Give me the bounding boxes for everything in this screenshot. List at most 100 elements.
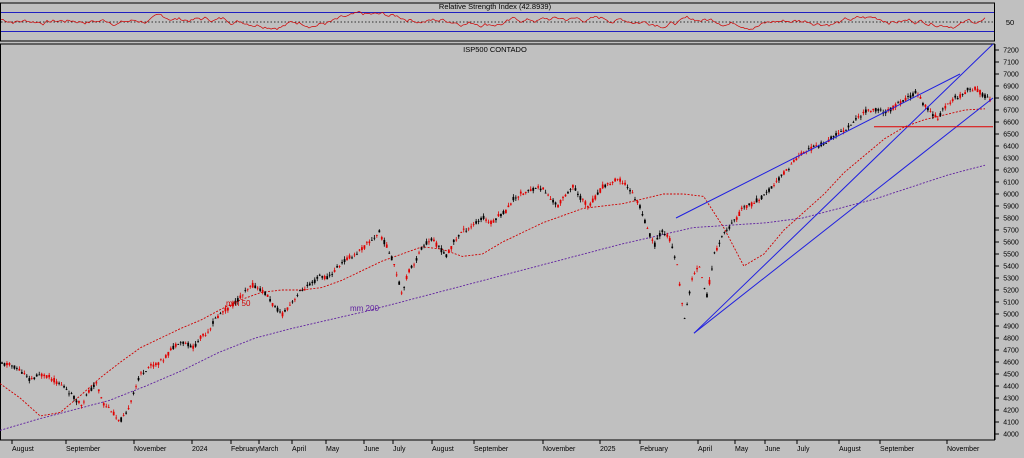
candle-body	[775, 180, 778, 182]
candle-body	[693, 273, 696, 274]
candle-body	[616, 178, 619, 180]
candle-body	[286, 307, 289, 310]
x-tick-label-14: February	[640, 446, 669, 453]
candle-body	[107, 407, 110, 409]
candle-body	[855, 118, 857, 120]
candle-body	[931, 114, 934, 117]
candle-body	[259, 288, 262, 291]
candle-body	[266, 294, 269, 297]
candle-body	[507, 205, 510, 208]
x-tick-label-7: May	[326, 446, 340, 453]
candle-body	[581, 199, 584, 201]
candle-body	[306, 284, 309, 286]
x-tick-label-21: November	[947, 446, 980, 453]
candle-body	[574, 188, 577, 191]
candle-body	[60, 384, 63, 386]
candle-body	[281, 312, 284, 317]
axes: 4000 4100 4200 4300 4400 4500 4600 4700 4800 4900…	[0, 2, 1019, 453]
candle-body	[110, 411, 113, 413]
candle-body	[437, 245, 440, 247]
candle-body	[720, 235, 723, 237]
candle-body	[562, 197, 564, 199]
candle-body	[740, 207, 743, 209]
candle-body	[30, 378, 33, 379]
candle-body	[981, 93, 984, 97]
candle-body	[45, 375, 48, 378]
candle-body	[683, 318, 686, 320]
candle-body	[159, 358, 162, 360]
candle-body	[636, 200, 639, 204]
candle-body	[338, 266, 341, 267]
candle-body	[23, 373, 26, 374]
x-tick-label-3: 2024	[192, 446, 208, 453]
candle-body	[544, 192, 547, 194]
candle-body	[919, 97, 922, 99]
candle-body	[936, 118, 939, 120]
candle-body	[658, 233, 661, 237]
candle-body	[589, 203, 592, 206]
candle-body	[291, 301, 294, 303]
candle-body	[467, 228, 470, 230]
candle-body	[127, 408, 130, 410]
y-tick-label-4500: 4500	[1003, 372, 1019, 379]
candle-body	[708, 279, 711, 285]
candle-body	[519, 191, 522, 194]
candle-body	[8, 363, 11, 366]
candle-body	[212, 321, 214, 324]
upper-trendline	[693, 43, 994, 334]
candle-body	[430, 238, 433, 241]
candle-body	[959, 94, 962, 98]
candle-body	[433, 239, 435, 242]
candle-body	[145, 371, 147, 372]
candle-body	[28, 378, 31, 381]
candle-body	[609, 184, 612, 186]
candle-body	[711, 268, 713, 270]
candle-body	[1, 362, 3, 364]
candle-body	[909, 95, 912, 98]
mm200-annotation: mm 200	[350, 304, 379, 313]
candle-body	[857, 116, 860, 118]
candle-body	[164, 355, 167, 358]
candle-body	[65, 388, 68, 390]
candle-body	[755, 198, 758, 203]
candle-body	[765, 191, 768, 193]
candle-body	[390, 256, 393, 261]
y-tick-label-5500: 5500	[1003, 252, 1019, 259]
y-tick-label-7200: 7200	[1003, 48, 1019, 55]
y-tick-label-4300: 4300	[1003, 396, 1019, 403]
candle-body	[341, 262, 343, 264]
candle-body	[274, 306, 276, 307]
y-tick-label-5600: 5600	[1003, 240, 1019, 247]
candle-body	[763, 194, 765, 196]
candle-body	[102, 403, 105, 406]
candle-body	[378, 230, 381, 233]
x-tick-label-19: August	[839, 446, 861, 453]
candle-body	[534, 188, 537, 189]
candle-body	[152, 364, 155, 367]
candle-body	[653, 242, 656, 247]
candle-body	[361, 247, 363, 251]
candle-body	[189, 345, 192, 348]
candle-body	[224, 307, 227, 312]
candle-body	[169, 348, 172, 350]
candle-body	[308, 283, 311, 286]
candle-body	[619, 178, 621, 182]
candle-body	[874, 108, 877, 112]
candle-body	[728, 226, 731, 229]
candle-body	[333, 270, 336, 272]
candle-body	[132, 392, 135, 394]
candle-body	[594, 195, 597, 200]
candle-body	[830, 136, 832, 140]
candle-body	[179, 342, 182, 344]
candle-body	[502, 211, 505, 214]
candle-body	[174, 343, 177, 347]
candle-body	[852, 121, 855, 123]
candle-body	[770, 186, 773, 189]
candle-body	[140, 372, 142, 374]
candle-body	[495, 218, 497, 221]
x-tick-label-11: September	[474, 446, 509, 453]
candle-body	[688, 291, 691, 294]
candle-body	[336, 266, 339, 268]
x-tick-label-2: November	[134, 446, 167, 453]
candle-body	[621, 183, 624, 184]
